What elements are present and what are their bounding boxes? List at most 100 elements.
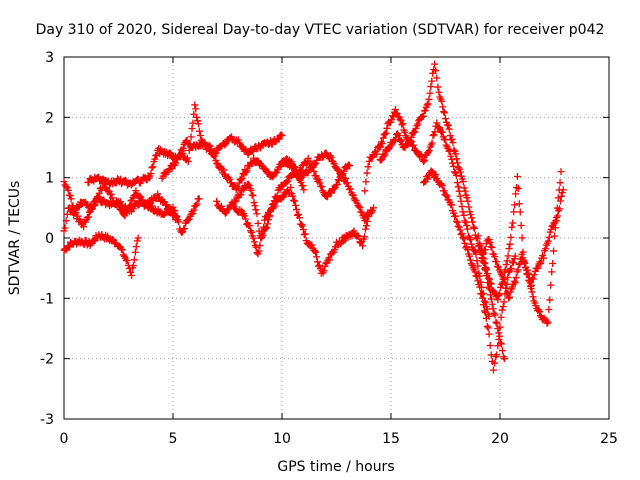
data-point: [333, 181, 341, 189]
data-point: [369, 207, 377, 215]
data-point: [511, 252, 519, 260]
data-point: [423, 101, 431, 109]
data-point: [431, 60, 439, 68]
data-point: [509, 259, 517, 267]
data-point: [466, 236, 474, 244]
data-point: [378, 140, 386, 148]
data-point: [148, 164, 156, 172]
data-point: [126, 201, 134, 209]
data-point: [453, 179, 461, 187]
data-point: [544, 318, 552, 326]
data-point: [467, 210, 475, 218]
data-point: [283, 178, 291, 186]
data-point: [129, 262, 137, 270]
data-point: [446, 131, 454, 139]
data-point: [429, 131, 437, 139]
data-point: [244, 180, 252, 188]
data-point: [480, 307, 488, 315]
data-point: [362, 222, 370, 230]
data-point: [364, 163, 372, 171]
data-point: [327, 153, 335, 161]
x-tick-label: 5: [169, 431, 178, 447]
data-point: [427, 83, 435, 91]
x-tick-label: 20: [491, 431, 509, 447]
data-point: [479, 254, 487, 262]
data-point: [505, 245, 513, 253]
data-point: [136, 192, 144, 200]
data-point: [195, 127, 203, 135]
data-point: [510, 208, 518, 216]
data-point: [428, 168, 436, 176]
data-point: [444, 121, 452, 129]
data-point: [61, 224, 69, 232]
data-point: [512, 190, 520, 198]
data-point: [545, 233, 553, 241]
data-point: [243, 167, 251, 175]
data-point: [396, 115, 404, 123]
data-point: [369, 153, 377, 161]
data-point: [295, 214, 303, 222]
data-point: [428, 77, 436, 85]
data-point: [507, 288, 515, 296]
data-point: [178, 229, 186, 237]
data-point: [241, 212, 249, 220]
data-point: [435, 88, 443, 96]
data-point: [503, 290, 511, 298]
data-point: [473, 273, 481, 281]
data-point: [500, 276, 508, 284]
data-point: [252, 243, 260, 251]
data-point: [192, 105, 200, 113]
data-point: [132, 187, 140, 195]
data-point: [425, 95, 433, 103]
x-tick-label: 0: [60, 431, 69, 447]
data-point: [413, 122, 421, 130]
data-point: [466, 256, 474, 264]
data-point: [456, 168, 464, 176]
data-point: [398, 121, 406, 129]
data-point: [489, 366, 497, 374]
data-point: [498, 347, 506, 355]
data-point: [487, 280, 495, 288]
data-point: [381, 151, 389, 159]
data-point: [452, 217, 460, 225]
data-point: [484, 274, 492, 282]
data-point: [443, 192, 451, 200]
data-point: [264, 220, 272, 228]
data-point: [505, 294, 513, 302]
data-point: [436, 124, 444, 132]
data-point: [552, 213, 560, 221]
data-point: [87, 205, 95, 213]
data-point: [501, 279, 509, 287]
data-point: [300, 186, 308, 194]
data-point: [450, 162, 458, 170]
data-point: [465, 232, 473, 240]
data-point: [543, 319, 551, 327]
data-point: [500, 298, 508, 306]
data-point: [459, 178, 467, 186]
x-tick-labels: 0 5 10 15 20 25: [60, 431, 618, 447]
data-point: [299, 182, 307, 190]
data-point: [454, 222, 462, 230]
y-tick-label: 1: [45, 171, 54, 187]
data-point: [514, 184, 522, 192]
data-point: [428, 139, 436, 147]
data-point: [257, 144, 265, 152]
data-point: [250, 199, 258, 207]
data-point: [358, 209, 366, 217]
data-point: [479, 301, 487, 309]
data-point: [548, 268, 556, 276]
data-point: [488, 243, 496, 251]
data-point: [487, 295, 495, 303]
data-point: [475, 239, 483, 247]
data-point: [557, 168, 565, 176]
data-point: [510, 277, 518, 285]
data-point: [391, 137, 399, 145]
data-point: [232, 197, 240, 205]
data-point: [326, 152, 334, 160]
data-point: [419, 112, 427, 120]
data-point: [528, 288, 536, 296]
data-point: [525, 274, 533, 282]
data-point: [459, 234, 467, 242]
data-point: [418, 152, 426, 160]
